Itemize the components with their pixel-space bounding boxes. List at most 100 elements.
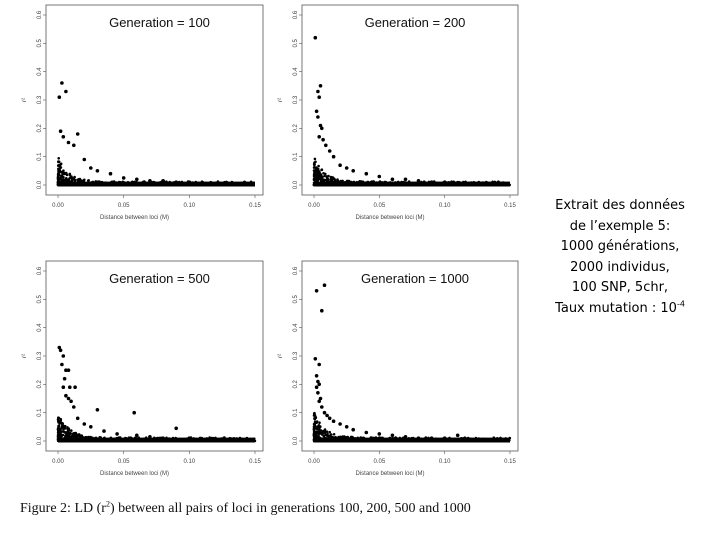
- data-point: [482, 437, 486, 442]
- panel-title: Generation = 1000: [361, 271, 469, 286]
- data-point: [416, 179, 421, 183]
- data-point: [416, 436, 421, 441]
- data-point: [78, 434, 81, 438]
- dense-baseline-band: [58, 181, 255, 187]
- side-note: Extrait des données de l’exemple 5: 1000…: [540, 196, 700, 319]
- data-point: [313, 357, 318, 361]
- data-point: [60, 425, 64, 429]
- data-point: [148, 179, 152, 183]
- data-point: [312, 422, 316, 426]
- data-point: [67, 428, 71, 432]
- data-point: [69, 435, 73, 439]
- dense-baseline-band: [314, 181, 510, 187]
- y-tick-label: 0.0: [37, 436, 43, 445]
- y-tick-label: 0.2: [293, 124, 299, 133]
- caption-prefix: Figure 2: LD (r: [20, 501, 106, 516]
- x-tick-label: 0.00: [52, 203, 64, 209]
- data-point: [72, 177, 76, 181]
- data-point: [58, 348, 63, 353]
- data-point: [329, 175, 333, 179]
- data-point: [321, 137, 325, 142]
- data-point: [61, 172, 64, 176]
- y-axis-label: r²: [278, 98, 284, 102]
- x-tick-label: 0.00: [308, 459, 320, 465]
- data-point: [505, 438, 510, 442]
- data-point: [187, 180, 192, 184]
- x-tick-label: 0.10: [183, 459, 195, 465]
- data-point: [240, 182, 244, 186]
- data-point: [338, 422, 342, 426]
- data-point: [318, 123, 323, 128]
- side-note-line-1: Extrait des données: [555, 198, 685, 213]
- data-point: [148, 435, 152, 439]
- caption-suffix: ) between all pairs of loci in generatio…: [109, 501, 471, 516]
- y-tick-label: 0.3: [37, 95, 43, 104]
- data-point: [344, 166, 349, 170]
- data-point: [135, 433, 139, 438]
- data-point: [316, 391, 320, 395]
- data-point: [61, 385, 66, 390]
- data-point: [318, 84, 323, 88]
- panel-title: Generation = 500: [109, 271, 210, 286]
- y-tick-label: 0.1: [37, 408, 43, 417]
- y-axis-label: r²: [278, 354, 284, 358]
- x-axis-label: Distance between loci (M): [100, 471, 169, 477]
- data-point: [321, 430, 324, 433]
- y-tick-label: 0.5: [293, 295, 299, 304]
- data-point: [95, 408, 100, 412]
- data-point: [66, 368, 71, 373]
- y-tick-label: 0.4: [37, 67, 43, 76]
- data-point: [327, 178, 330, 181]
- data-point: [442, 436, 447, 441]
- y-tick-label: 0.2: [37, 380, 43, 389]
- data-point: [316, 115, 320, 119]
- data-point: [75, 416, 80, 421]
- data-point: [344, 425, 349, 429]
- data-point: [317, 382, 322, 387]
- side-note-line-3: 1000 générations,: [560, 239, 680, 254]
- data-point: [73, 385, 77, 390]
- data-point: [64, 368, 68, 373]
- dense-baseline-band: [58, 437, 255, 443]
- data-point: [75, 132, 80, 136]
- x-tick-label: 0.05: [118, 203, 130, 209]
- data-point: [56, 418, 60, 421]
- data-point: [318, 421, 321, 425]
- panel-title: Generation = 100: [109, 15, 210, 30]
- side-note-line-4: 2000 individus,: [570, 259, 670, 275]
- scatter-panel-1: Generation = 100 0.00 0.05 0.10 0.15 0.0 0.1 0.…: [22, 4, 264, 221]
- data-point: [343, 435, 346, 438]
- data-point: [332, 433, 336, 436]
- data-point: [330, 179, 333, 183]
- y-tick-label: 0.0: [293, 180, 299, 189]
- data-point: [64, 393, 68, 398]
- side-note-line-2: de l’exemple 5:: [569, 218, 671, 234]
- y-tick-label: 0.2: [293, 380, 299, 389]
- x-tick-label: 0.10: [439, 459, 451, 465]
- data-point: [317, 95, 322, 99]
- y-tick-label: 0.1: [293, 152, 299, 161]
- data-point: [58, 129, 63, 133]
- data-point: [61, 175, 65, 179]
- data-point: [317, 425, 320, 429]
- data-point: [455, 180, 460, 185]
- data-point: [314, 109, 319, 114]
- data-point: [317, 362, 322, 367]
- data-point: [429, 180, 434, 184]
- y-tick-label: 0.5: [293, 39, 299, 48]
- data-point: [95, 169, 100, 173]
- data-point: [324, 433, 328, 437]
- data-point: [312, 430, 316, 434]
- data-point: [327, 174, 330, 178]
- data-point: [312, 169, 316, 172]
- data-point: [250, 182, 255, 186]
- x-axis-label: Distance between loci (M): [355, 471, 424, 477]
- data-point: [200, 180, 205, 185]
- plot-frame: [45, 260, 264, 452]
- data-point: [57, 345, 62, 350]
- data-point: [68, 173, 72, 176]
- data-point: [226, 181, 231, 186]
- data-point: [316, 89, 320, 94]
- x-tick-label: 0.10: [183, 203, 195, 209]
